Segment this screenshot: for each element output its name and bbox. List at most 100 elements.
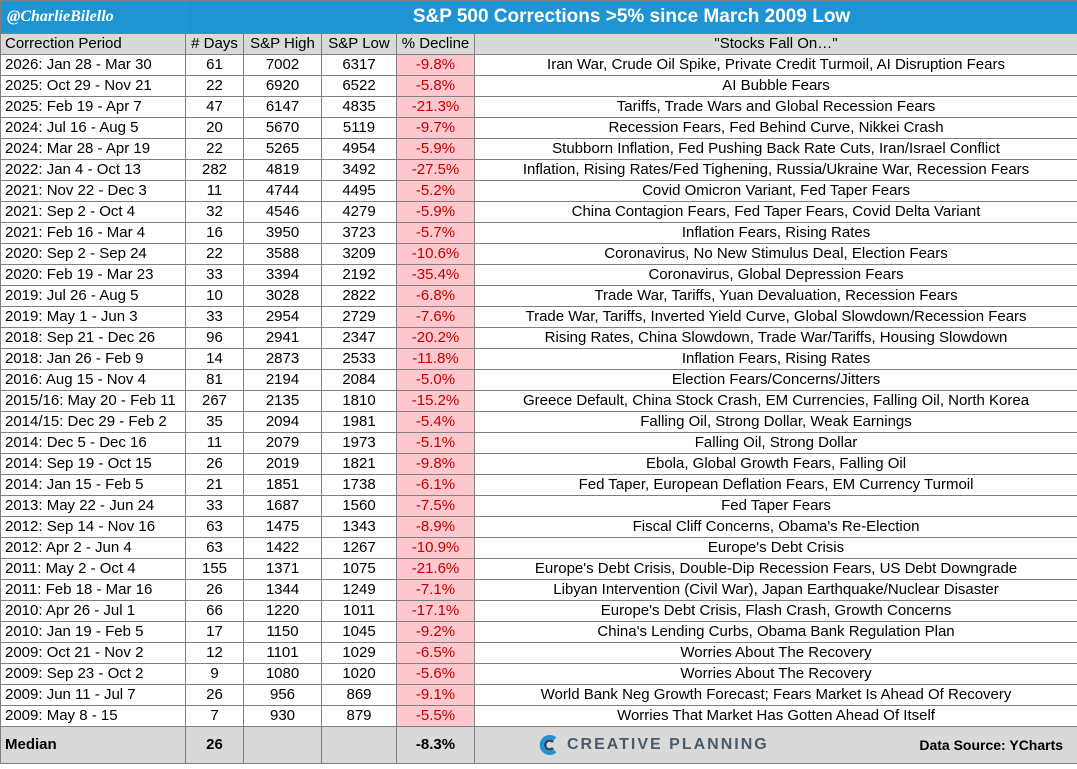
cell-low: 1973: [321, 432, 397, 454]
cell-low: 2533: [321, 348, 397, 370]
cell-period: 2025: Feb 19 - Apr 7: [0, 96, 186, 118]
cell-reason: Rising Rates, China Slowdown, Trade War/…: [473, 327, 1077, 349]
header-low: S&P Low: [321, 33, 397, 55]
data-source: Data Source: YCharts: [919, 737, 1064, 753]
cell-decline: -9.8%: [396, 453, 475, 475]
cell-high: 2094: [243, 411, 322, 433]
cell-reason: China's Lending Curbs, Obama Bank Regula…: [473, 621, 1077, 643]
cell-high: 3394: [243, 264, 322, 286]
cell-period: 2021: Feb 16 - Mar 4: [0, 222, 186, 244]
table-row: 2011: May 2 - Oct 4 155 1371 1075 -21.6% Euro…: [0, 558, 1077, 580]
cell-days: 33: [185, 306, 244, 328]
cell-period: 2011: Feb 18 - Mar 16: [0, 579, 186, 601]
cell-low: 1249: [321, 579, 397, 601]
header-decline: % Decline: [396, 33, 475, 55]
cell-high: 4744: [243, 180, 322, 202]
table-row: 2026: Jan 28 - Mar 30 61 7002 6317 -9.8% Iran…: [0, 54, 1077, 76]
cell-days: 12: [185, 642, 244, 664]
cell-days: 66: [185, 600, 244, 622]
cell-low: 2192: [321, 264, 397, 286]
cell-decline: -7.1%: [396, 579, 475, 601]
cell-low: 869: [321, 684, 397, 706]
cell-decline: -5.6%: [396, 663, 475, 685]
cell-reason: Coronavirus, Global Depression Fears: [473, 264, 1077, 286]
cell-decline: -6.5%: [396, 642, 475, 664]
cell-reason: Tariffs, Trade Wars and Global Recession…: [473, 96, 1077, 118]
cell-reason: Libyan Intervention (Civil War), Japan E…: [473, 579, 1077, 601]
table-row: 2021: Feb 16 - Mar 4 16 3950 3723 -5.7% Infla…: [0, 222, 1077, 244]
cell-reason: Inflation Fears, Rising Rates: [473, 348, 1077, 370]
median-row: Median 26 -8.3% CREATIVE PLANNING: [0, 726, 1077, 764]
cell-high: 5670: [243, 117, 322, 139]
cell-low: 1011: [321, 600, 397, 622]
cell-days: 16: [185, 222, 244, 244]
cell-days: 20: [185, 117, 244, 139]
cell-decline: -5.7%: [396, 222, 475, 244]
cell-period: 2019: Jul 26 - Aug 5: [0, 285, 186, 307]
cell-decline: -15.2%: [396, 390, 475, 412]
cell-period: 2010: Jan 19 - Feb 5: [0, 621, 186, 643]
cell-reason: Fed Taper, European Deflation Fears, EM …: [473, 474, 1077, 496]
cell-reason: Covid Omicron Variant, Fed Taper Fears: [473, 180, 1077, 202]
cell-high: 3588: [243, 243, 322, 265]
cell-reason: Worries That Market Has Gotten Ahead Of …: [473, 705, 1077, 727]
median-decline: -8.3%: [396, 726, 475, 764]
table-row: 2025: Feb 19 - Apr 7 47 6147 4835 -21.3% Tari…: [0, 96, 1077, 118]
cell-days: 96: [185, 327, 244, 349]
cell-decline: -6.8%: [396, 285, 475, 307]
median-label: Median: [0, 726, 186, 764]
cell-reason: China Contagion Fears, Fed Taper Fears, …: [473, 201, 1077, 223]
cell-period: 2020: Sep 2 - Sep 24: [0, 243, 186, 265]
table-row: 2014/15: Dec 29 - Feb 2 35 2094 1981 -5.4% Fa…: [0, 411, 1077, 433]
cell-low: 3209: [321, 243, 397, 265]
cell-high: 1101: [243, 642, 322, 664]
cell-decline: -5.9%: [396, 201, 475, 223]
cell-low: 2084: [321, 369, 397, 391]
table-row: 2019: Jul 26 - Aug 5 10 3028 2822 -6.8% Trade…: [0, 285, 1077, 307]
cell-reason: Worries About The Recovery: [473, 642, 1077, 664]
table-row: 2013: May 22 - Jun 24 33 1687 1560 -7.5% Fed …: [0, 495, 1077, 517]
cell-reason: Coronavirus, No New Stimulus Deal, Elect…: [473, 243, 1077, 265]
cell-low: 1738: [321, 474, 397, 496]
footer-brand-cell: CREATIVE PLANNING Data Source: YCharts: [473, 726, 1077, 764]
cell-low: 4835: [321, 96, 397, 118]
cell-high: 1220: [243, 600, 322, 622]
cell-decline: -27.5%: [396, 159, 475, 181]
cell-days: 26: [185, 579, 244, 601]
cell-low: 1343: [321, 516, 397, 538]
cell-high: 2954: [243, 306, 322, 328]
cell-low: 1075: [321, 558, 397, 580]
cell-period: 2009: May 8 - 15: [0, 705, 186, 727]
cell-period: 2009: Oct 21 - Nov 2: [0, 642, 186, 664]
title-row: @CharlieBilello S&P 500 Corrections >5% …: [0, 0, 1077, 34]
cell-high: 2941: [243, 327, 322, 349]
cell-days: 22: [185, 243, 244, 265]
table-row: 2016: Aug 15 - Nov 4 81 2194 2084 -5.0% Elect…: [0, 369, 1077, 391]
table-row: 2014: Jan 15 - Feb 5 21 1851 1738 -6.1% Fed T…: [0, 474, 1077, 496]
cell-reason: Falling Oil, Strong Dollar, Weak Earning…: [473, 411, 1077, 433]
cell-high: 1080: [243, 663, 322, 685]
cell-low: 2729: [321, 306, 397, 328]
cell-high: 2194: [243, 369, 322, 391]
cell-period: 2020: Feb 19 - Mar 23: [0, 264, 186, 286]
cell-high: 1851: [243, 474, 322, 496]
table-row: 2009: May 8 - 15 7 930 879 -5.5% Worries That…: [0, 705, 1077, 727]
cell-high: 2019: [243, 453, 322, 475]
median-days: 26: [185, 726, 244, 764]
cell-days: 61: [185, 54, 244, 76]
cell-high: 2079: [243, 432, 322, 454]
cell-reason: Europe's Debt Crisis: [473, 537, 1077, 559]
cell-high: 4819: [243, 159, 322, 181]
table-row: 2022: Jan 4 - Oct 13 282 4819 3492 -27.5% Inf…: [0, 159, 1077, 181]
cell-period: 2016: Aug 15 - Nov 4: [0, 369, 186, 391]
cell-days: 26: [185, 453, 244, 475]
cell-decline: -9.7%: [396, 117, 475, 139]
cell-low: 1560: [321, 495, 397, 517]
cell-days: 33: [185, 264, 244, 286]
cell-period: 2012: Sep 14 - Nov 16: [0, 516, 186, 538]
cell-days: 282: [185, 159, 244, 181]
table-row: 2025: Oct 29 - Nov 21 22 6920 6522 -5.8% AI B…: [0, 75, 1077, 97]
cell-days: 7: [185, 705, 244, 727]
column-header-row: Correction Period # Days S&P High S&P Lo…: [0, 33, 1077, 55]
cell-period: 2014: Sep 19 - Oct 15: [0, 453, 186, 475]
